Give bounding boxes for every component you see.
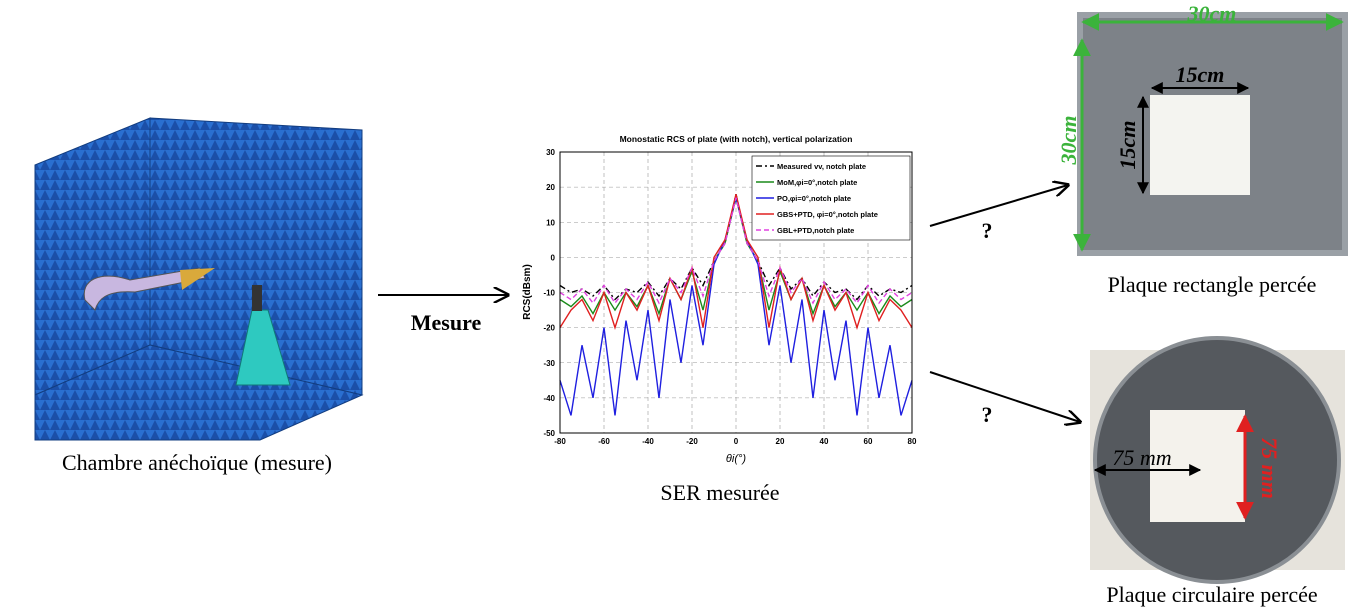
dimension-label: 75 mm xyxy=(1112,445,1171,470)
y-tick-label: -30 xyxy=(543,359,555,368)
y-axis-label: RCS(dBsm) xyxy=(522,264,533,320)
series-line xyxy=(559,197,913,305)
legend-box xyxy=(751,155,911,241)
arrow xyxy=(929,371,1080,422)
arrow-label: Mesure xyxy=(411,310,482,335)
plate-caption: Plaque circulaire percée xyxy=(1106,582,1317,607)
rcs-chart: Monostatic RCS of plate (with notch), ve… xyxy=(522,134,917,465)
legend-label: GBS+PTD, φi=0°,notch plate xyxy=(777,210,878,219)
y-tick-label: -40 xyxy=(543,394,555,403)
x-tick-label: 0 xyxy=(734,437,739,446)
x-tick-label: -60 xyxy=(598,437,610,446)
dimension-label: 30cm xyxy=(1187,1,1237,26)
arrow-label: ? xyxy=(982,218,993,243)
circ-plate-image xyxy=(1090,336,1345,584)
dimension-label: 30cm xyxy=(1056,116,1081,166)
chart-title: Monostatic RCS of plate (with notch), ve… xyxy=(620,134,853,144)
legend-label: GBL+PTD,notch plate xyxy=(777,226,854,235)
legend-label: PO,φi=0°,notch plate xyxy=(777,194,851,203)
x-tick-label: 60 xyxy=(864,437,873,446)
series-line xyxy=(559,194,913,330)
chart-caption: SER mesurée xyxy=(660,480,779,505)
x-tick-label: 40 xyxy=(820,437,829,446)
dimension-label: 15cm xyxy=(1115,121,1140,170)
plot-frame xyxy=(559,151,913,434)
x-axis-label: θi(°) xyxy=(726,453,746,465)
plate-caption: Plaque rectangle percée xyxy=(1108,272,1317,297)
legend-label: Measured vv, notch plate xyxy=(777,162,866,171)
legend-label: MoM,φi=0°,notch plate xyxy=(777,178,857,187)
x-tick-label: -20 xyxy=(686,437,698,446)
arrow-label: ? xyxy=(982,402,993,427)
y-tick-label: 20 xyxy=(546,183,555,192)
rect-plate-image xyxy=(1073,12,1348,256)
dimension-label: 15cm xyxy=(1176,62,1225,87)
y-tick-label: -50 xyxy=(543,429,555,438)
y-tick-label: -20 xyxy=(543,324,555,333)
x-tick-label: 20 xyxy=(776,437,785,446)
dimension-label: 75 mm xyxy=(1257,437,1282,499)
y-tick-label: -10 xyxy=(543,289,555,298)
arrow xyxy=(929,185,1068,227)
y-tick-label: 10 xyxy=(546,218,555,227)
y-tick-label: 30 xyxy=(546,148,555,157)
y-tick-label: 0 xyxy=(551,253,556,262)
x-tick-label: -80 xyxy=(554,437,566,446)
chamber-caption: Chambre anéchoïque (mesure) xyxy=(62,450,332,475)
x-tick-label: 80 xyxy=(908,437,917,446)
x-tick-label: -40 xyxy=(642,437,654,446)
chamber-image xyxy=(34,117,364,441)
